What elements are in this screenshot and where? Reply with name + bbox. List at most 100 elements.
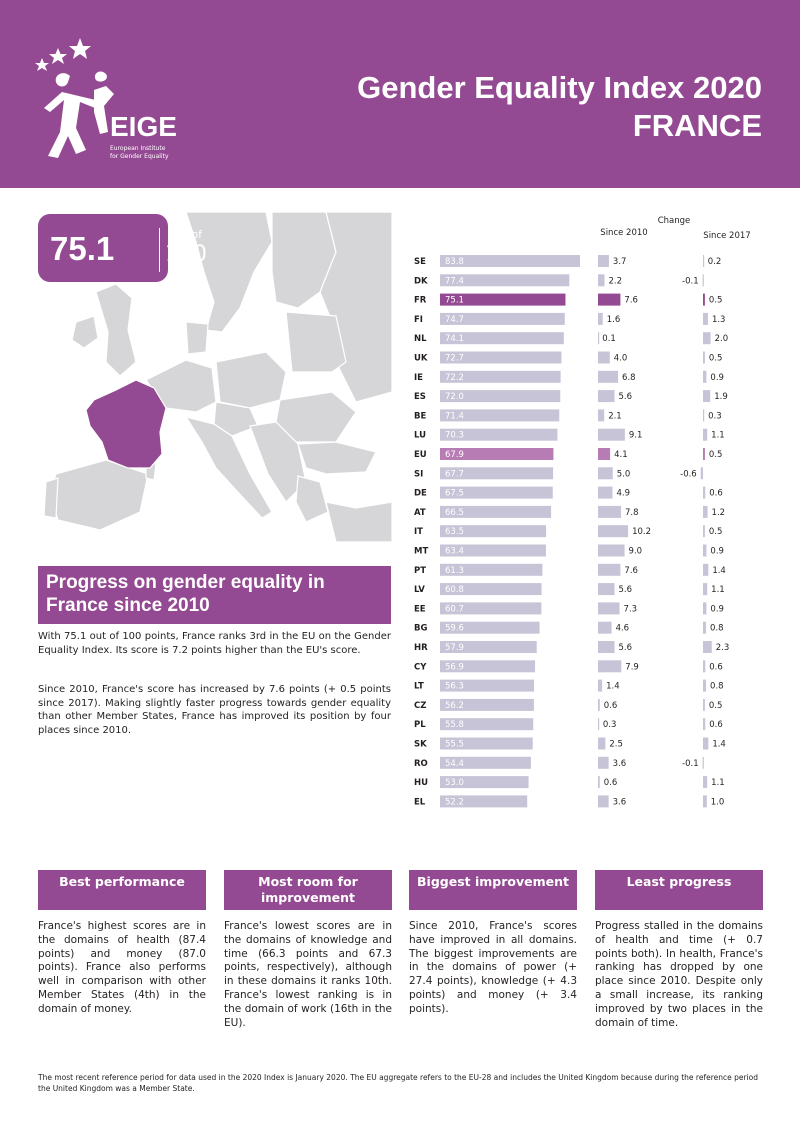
score-bar: [440, 660, 536, 673]
score-bar: [440, 795, 528, 808]
title-line2: FRANCE: [632, 108, 762, 143]
change-2010-bar: [598, 448, 611, 460]
change-2017-bar: [703, 602, 707, 615]
change-2017-label: 1.4: [712, 740, 726, 750]
best-performance-text: France's highest scores are in the domai…: [38, 920, 206, 1015]
change-2017-bar: [703, 718, 706, 731]
logo-text: EIGE: [110, 111, 177, 142]
change-2010-label: 0.3: [603, 720, 617, 730]
score-bar: [440, 351, 562, 364]
change-2010-bar: [598, 274, 605, 287]
change-2017-bar: [703, 293, 705, 306]
score-value-label: 56.2: [445, 701, 464, 711]
change-2017-bar: [703, 370, 707, 383]
change-2017-bar: [703, 448, 705, 460]
score-value-label: 60.7: [445, 604, 464, 614]
change-2017-bar: [702, 274, 704, 287]
change-2010-bar: [598, 525, 629, 538]
change-2010-label: 4.0: [614, 354, 628, 364]
logo-subtitle-line2: for Gender Equality: [110, 153, 169, 160]
score-bar: [440, 332, 564, 345]
change-2017-label: 0.9: [710, 373, 724, 383]
change-2010-bar: [598, 679, 603, 692]
score-bar: [440, 467, 554, 480]
change-2017-bar: [702, 756, 704, 769]
score-bar: [440, 370, 561, 383]
header-banner: EIGE European Institute for Gender Equal…: [0, 0, 800, 188]
change-2017-bar: [703, 409, 705, 422]
score-value-label: 55.5: [445, 740, 464, 750]
change-2010-bar: [598, 312, 603, 325]
change-2010-label: 0.1: [602, 334, 616, 344]
change-2017-bar: [703, 737, 709, 750]
change-2010-label: 0.6: [604, 701, 618, 711]
country-code-label: HR: [414, 643, 428, 653]
change-2010-label: 5.6: [619, 585, 633, 595]
score-divider: [159, 228, 160, 272]
score-value-label: 63.5: [445, 527, 464, 537]
score-value-label: 83.8: [445, 257, 464, 267]
change-2017-label: 1.1: [711, 431, 725, 441]
star-icon: [49, 48, 67, 64]
change-2017-bar: [703, 679, 707, 692]
country-code-label: PT: [414, 566, 426, 576]
change-2017-label: 0.8: [710, 682, 724, 692]
country-code-label: MT: [414, 547, 428, 557]
change-2010-bar: [598, 351, 610, 364]
change-2017-label: -0.1: [682, 276, 699, 286]
change-2010-bar: [598, 428, 625, 441]
change-2010-bar: [598, 698, 600, 711]
country-ranking-chart: Change Since 2010 Since 2017 SE 83.8 3.7 0.…: [414, 216, 751, 808]
change-2010-label: 5.6: [619, 392, 633, 402]
figure-icon: [44, 73, 104, 158]
country-code-label: ES: [414, 392, 426, 402]
change-2010-bar: [598, 583, 615, 596]
change-2017-label: 0.3: [708, 411, 722, 421]
change-2010-label: 5.0: [617, 469, 631, 479]
score-bar: [440, 679, 535, 692]
change-2017-label: 0.9: [710, 604, 724, 614]
score-value-label: 72.7: [445, 354, 464, 364]
score-bar: [440, 641, 537, 653]
score-bar: [440, 409, 560, 422]
change-2010-bar: [598, 390, 615, 403]
country-code-label: LV: [414, 585, 425, 595]
change-2017-bar: [703, 621, 707, 634]
score-value-label: 74.7: [445, 315, 464, 325]
country-code-label: FI: [414, 315, 423, 325]
change-2010-bar: [598, 293, 621, 306]
score-bar: [440, 428, 558, 441]
score-value-label: 75.1: [445, 296, 464, 306]
score-value-label: 59.6: [445, 624, 464, 634]
score-bar: [440, 698, 534, 711]
country-code-label: HU: [414, 778, 428, 788]
change-2017-bar: [703, 795, 707, 808]
score-bar: [440, 390, 561, 403]
score-value-label: 52.2: [445, 797, 464, 807]
change-2010-label: 9.0: [629, 547, 643, 557]
change-2010-label: 7.3: [624, 604, 638, 614]
country-code-label: DE: [414, 489, 427, 499]
change-2010-label: 10.2: [632, 527, 651, 537]
score-value: 75.1: [50, 230, 115, 267]
change-2017-label: 0.5: [709, 296, 723, 306]
figure-icon: [94, 71, 114, 134]
score-value-label: 54.4: [445, 759, 464, 769]
country-code-label: SK: [414, 740, 427, 750]
change-2017-bar: [703, 428, 708, 441]
change-2010-label: 7.6: [624, 566, 638, 576]
change-2017-bar: [703, 544, 707, 557]
score-value-label: 53.0: [445, 778, 464, 788]
change-2010-label: 7.8: [625, 508, 639, 518]
change-2017-label: -0.6: [680, 469, 697, 479]
change-2010-label: 6.8: [622, 373, 636, 383]
score-bar: [440, 602, 542, 615]
country-code-label: AT: [414, 508, 426, 518]
score-badge: 75.1 out of 100: [38, 214, 207, 282]
change-2010-bar: [598, 486, 613, 499]
change-2017-label: 0.5: [709, 701, 723, 711]
change-2017-label: 1.4: [712, 566, 726, 576]
country-code-label: FR: [414, 296, 427, 306]
change-2010-label: 4.6: [616, 624, 630, 634]
change-2010-bar: [598, 660, 622, 673]
